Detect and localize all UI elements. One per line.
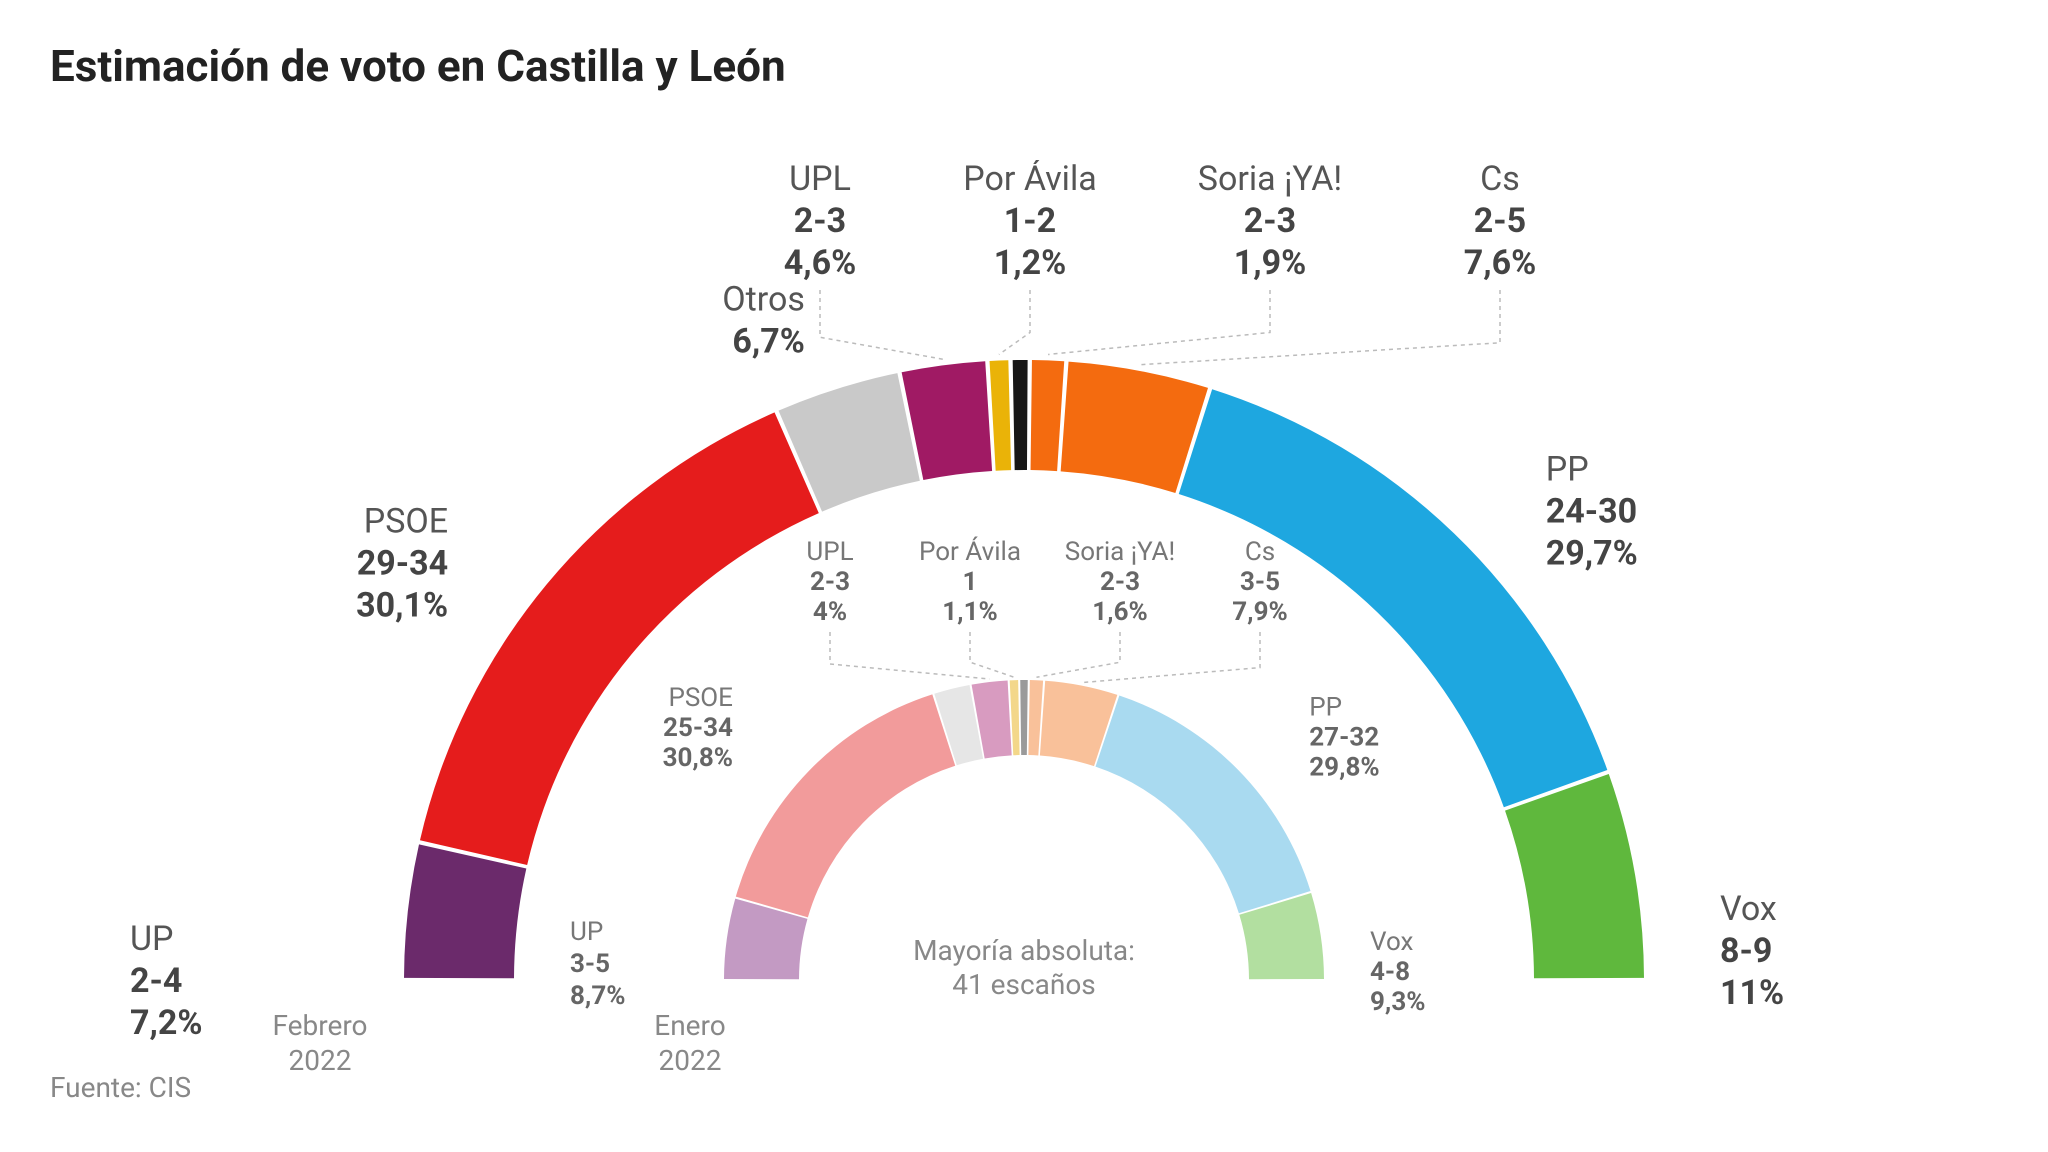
arc-avila <box>990 360 1012 471</box>
svg-text:4%: 4% <box>813 597 847 627</box>
arc-up <box>404 844 526 978</box>
arc-pp <box>1096 696 1311 914</box>
svg-text:6,7%: 6,7% <box>732 322 805 362</box>
svg-text:2-3: 2-3 <box>794 201 846 241</box>
svg-text:Otros: Otros <box>722 280 805 320</box>
svg-text:2022: 2022 <box>289 1044 352 1077</box>
svg-text:Cs: Cs <box>1245 537 1275 567</box>
svg-text:41 escaños: 41 escaños <box>952 968 1096 1001</box>
svg-text:Enero: Enero <box>654 1009 725 1042</box>
svg-text:7,9%: 7,9% <box>1232 597 1287 627</box>
svg-text:27-32: 27-32 <box>1309 722 1379 752</box>
chart-title: Estimación de voto en Castilla y León <box>50 40 2008 92</box>
svg-text:UPL: UPL <box>806 537 853 567</box>
svg-text:8-9: 8-9 <box>1720 931 1772 971</box>
svg-text:Cs: Cs <box>1480 160 1520 199</box>
arc-avila <box>1010 680 1020 755</box>
svg-text:2-3: 2-3 <box>1100 567 1140 597</box>
svg-text:UP: UP <box>130 919 174 959</box>
svg-text:1,6%: 1,6% <box>1092 597 1147 627</box>
svg-text:4,6%: 4,6% <box>784 243 857 283</box>
svg-text:UPL: UPL <box>789 160 851 199</box>
svg-text:2-5: 2-5 <box>1474 201 1526 241</box>
svg-text:29-34: 29-34 <box>357 543 448 583</box>
svg-text:UP: UP <box>570 917 603 947</box>
svg-text:Por Ávila: Por Ávila <box>919 536 1021 567</box>
svg-text:7,6%: 7,6% <box>1464 243 1537 283</box>
svg-text:PP: PP <box>1309 692 1342 722</box>
svg-text:11%: 11% <box>1720 973 1784 1013</box>
arc-vox <box>1505 774 1644 978</box>
svg-text:2-4: 2-4 <box>130 961 182 1001</box>
chart-canvas: UP2-47,2%PSOE29-3430,1%Otros6,7%UPL2-34,… <box>0 160 2048 1120</box>
svg-text:1-2: 1-2 <box>1004 201 1056 241</box>
arc-soria <box>1031 360 1065 471</box>
svg-text:30,1%: 30,1% <box>356 585 448 625</box>
svg-text:2-3: 2-3 <box>810 567 850 597</box>
svg-text:1,9%: 1,9% <box>1234 243 1307 283</box>
svg-text:9,3%: 9,3% <box>1370 987 1425 1017</box>
svg-text:2022: 2022 <box>659 1044 722 1077</box>
chart-source: Fuente: CIS <box>50 1071 191 1104</box>
svg-text:PSOE: PSOE <box>364 501 448 541</box>
svg-text:Por Ávila: Por Ávila <box>963 160 1096 199</box>
arc-xx <box>1020 680 1028 755</box>
svg-text:8,7%: 8,7% <box>570 981 625 1011</box>
svg-text:3-5: 3-5 <box>570 949 610 979</box>
arc-psoe <box>736 694 955 917</box>
svg-text:29,8%: 29,8% <box>1309 752 1379 782</box>
svg-text:PSOE: PSOE <box>668 683 733 713</box>
svg-text:1: 1 <box>963 567 978 597</box>
svg-text:29,7%: 29,7% <box>1546 533 1638 573</box>
arc-psoe <box>420 412 819 865</box>
svg-text:Soria ¡YA!: Soria ¡YA! <box>1198 160 1342 199</box>
svg-text:3-5: 3-5 <box>1240 567 1280 597</box>
svg-text:1,2%: 1,2% <box>994 243 1067 283</box>
svg-text:4-8: 4-8 <box>1370 957 1410 987</box>
svg-text:Vox: Vox <box>1720 889 1777 929</box>
svg-text:Vox: Vox <box>1370 927 1414 957</box>
svg-text:PP: PP <box>1546 449 1589 489</box>
chart-container: Estimación de voto en Castilla y León UP… <box>0 0 2048 1152</box>
svg-text:Febrero: Febrero <box>272 1009 367 1042</box>
svg-text:30,8%: 30,8% <box>663 743 733 773</box>
arc-xx <box>1013 360 1028 470</box>
svg-text:2-3: 2-3 <box>1244 201 1296 241</box>
svg-text:7,2%: 7,2% <box>130 1003 203 1043</box>
svg-text:1,1%: 1,1% <box>942 597 997 627</box>
svg-text:24-30: 24-30 <box>1546 491 1637 531</box>
svg-text:Soria ¡YA!: Soria ¡YA! <box>1065 537 1175 567</box>
svg-text:Mayoría absoluta:: Mayoría absoluta: <box>913 934 1135 967</box>
svg-text:25-34: 25-34 <box>663 713 733 743</box>
